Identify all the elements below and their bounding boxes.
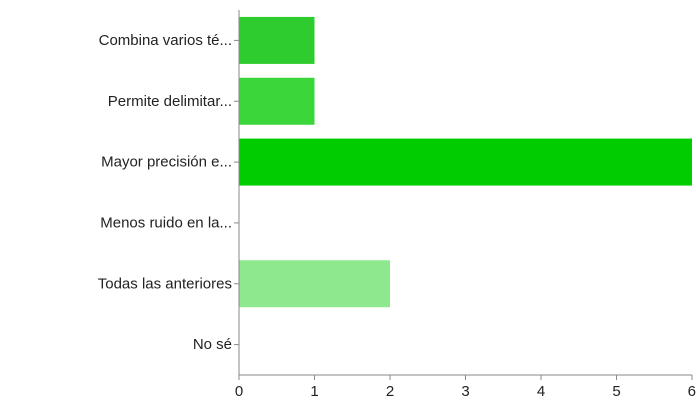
category-label-2: Mayor precisión e... [101, 154, 232, 171]
category-label-1: Permite delimitar... [108, 93, 232, 110]
bars-group [239, 16, 692, 308]
bar-0 [239, 16, 315, 64]
x-ticks: 0 1 2 3 4 5 6 [235, 375, 696, 400]
axes [238, 10, 692, 376]
bar-4 [239, 260, 390, 308]
category-labels: Combina varios té... Permite delimitar...… [98, 32, 239, 353]
bar-2 [239, 138, 692, 186]
x-tick-label-2: 2 [386, 383, 394, 400]
x-tick-label-1: 1 [310, 383, 318, 400]
category-label-4: Todas las anteriores [98, 275, 232, 292]
category-label-0: Combina varios té... [99, 32, 232, 49]
x-tick-label-6: 6 [688, 383, 696, 400]
x-tick-label-0: 0 [235, 383, 243, 400]
x-tick-label-3: 3 [461, 383, 469, 400]
category-label-5: No sé [193, 336, 232, 353]
x-tick-label-5: 5 [612, 383, 620, 400]
x-tick-label-4: 4 [537, 383, 545, 400]
category-label-3: Menos ruido en la... [100, 214, 232, 231]
bar-1 [239, 77, 315, 125]
